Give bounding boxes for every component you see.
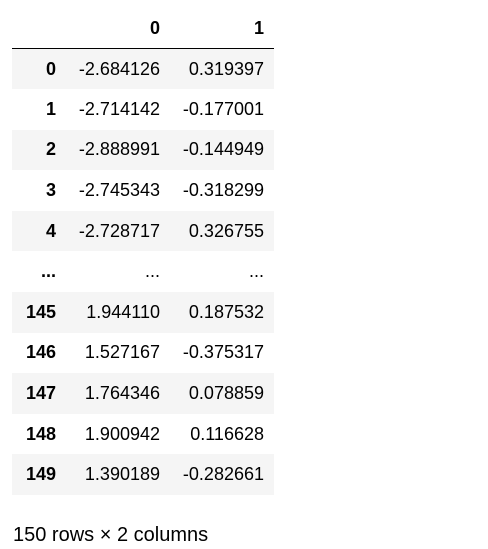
row-index: 145 <box>25 301 56 322</box>
cell-col-1: -0.375317 <box>182 342 264 363</box>
table-row: 2 -2.888991 -0.144949 <box>12 129 274 171</box>
table-row: 146 1.527167 -0.375317 <box>12 333 274 374</box>
cell-col-1: 0.326755 <box>188 220 264 241</box>
table-body: 0 -2.684126 0.319397 1 -2.714142 -0.177001 2 -2… <box>12 48 274 496</box>
cell-col-1: -0.144949 <box>182 139 264 160</box>
table-header: 0 1 <box>12 8 274 49</box>
cell-col-0: -2.684126 <box>78 58 160 79</box>
cell-col-1: 0.116628 <box>190 423 264 444</box>
cell-col-0: 1.900942 <box>84 423 160 444</box>
column-header-1: 1 <box>170 8 274 49</box>
cell-col-0: -2.888991 <box>78 139 160 160</box>
cell-col-0: 1.944110 <box>86 301 160 322</box>
row-index: ... <box>40 261 56 282</box>
row-index: 147 <box>25 383 56 404</box>
table-row: 147 1.764346 0.078859 <box>12 373 274 414</box>
cell-col-1: 0.187532 <box>188 301 264 322</box>
dataframe-output: 0 1 0 -2.684126 0.319397 1 -2.714142 -0.17700… <box>12 8 274 496</box>
dataframe-table: 0 1 0 -2.684126 0.319397 1 -2.714142 -0.17700… <box>12 8 274 496</box>
cell-col-0: ... <box>144 261 160 282</box>
header-row: 0 1 <box>12 8 274 49</box>
cell-col-1: -0.318299 <box>182 180 264 201</box>
cell-col-0: -2.728717 <box>78 220 160 241</box>
cell-col-0: 1.527167 <box>84 342 160 363</box>
table-row: 149 1.390189 -0.282661 <box>12 454 274 496</box>
cell-col-1: ... <box>248 261 264 282</box>
cell-col-1: 0.319397 <box>188 58 264 79</box>
cell-col-0: 1.764346 <box>84 383 160 404</box>
row-index: 2 <box>45 139 56 160</box>
index-header <box>12 8 66 49</box>
table-row: ......... <box>12 251 274 292</box>
row-index: 149 <box>25 464 56 485</box>
row-index: 3 <box>45 180 56 201</box>
row-index: 1 <box>45 98 56 119</box>
table-row: 148 1.900942 0.116628 <box>12 414 274 455</box>
row-index: 4 <box>45 220 56 241</box>
cell-col-0: -2.714142 <box>78 98 160 119</box>
column-header-0: 0 <box>66 8 170 49</box>
row-index: 148 <box>25 423 56 444</box>
table-row: 0 -2.684126 0.319397 <box>12 48 274 90</box>
dataframe-shape-caption: 150 rows × 2 columns <box>13 524 209 546</box>
table-row: 4 -2.728717 0.326755 <box>12 210 274 252</box>
cell-col-1: -0.282661 <box>182 464 264 485</box>
table-row: 3 -2.745343 -0.318299 <box>12 170 274 211</box>
table-row: 145 1.944110 0.187532 <box>12 292 274 333</box>
table-row: 1 -2.714142 -0.177001 <box>12 89 274 130</box>
cell-col-0: -2.745343 <box>78 180 160 201</box>
row-index: 0 <box>45 58 56 79</box>
cell-col-1: -0.177001 <box>182 98 264 119</box>
row-index: 146 <box>25 342 56 363</box>
cell-col-1: 0.078859 <box>188 383 264 404</box>
cell-col-0: 1.390189 <box>84 464 160 485</box>
